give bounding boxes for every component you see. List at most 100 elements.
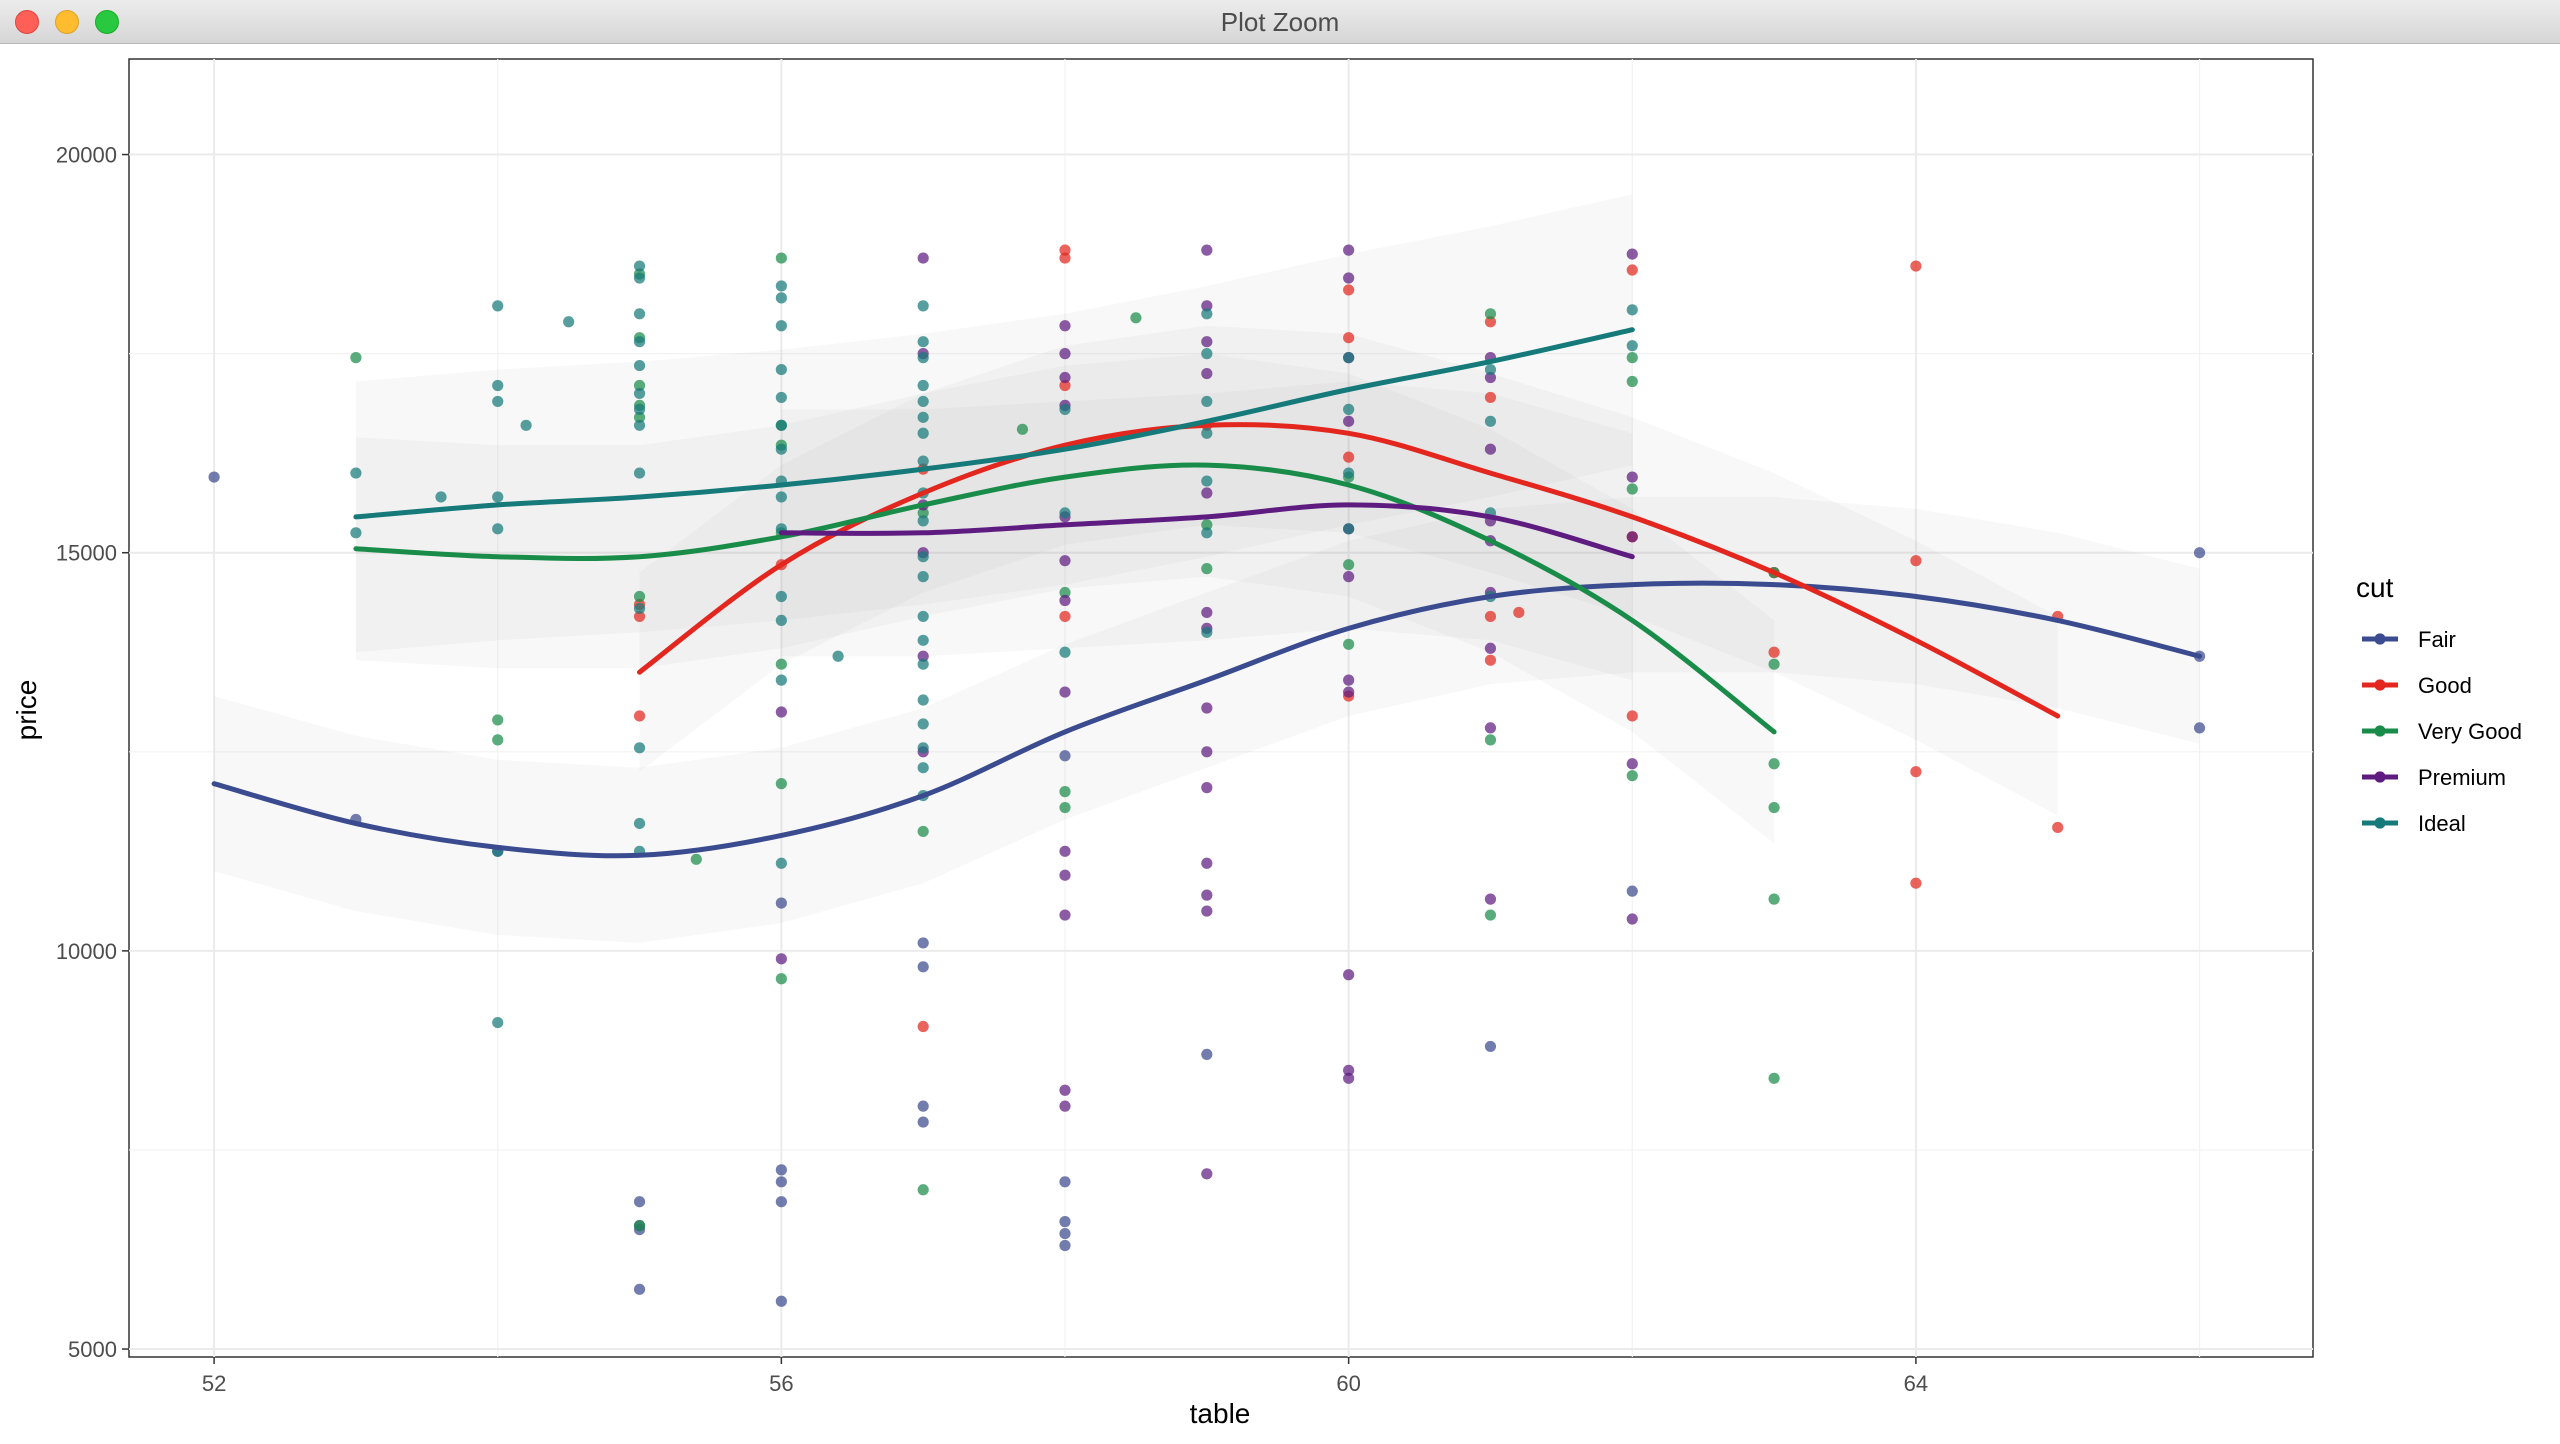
point-premium — [1059, 1100, 1071, 1112]
window-titlebar: Plot Zoom — [0, 0, 2560, 44]
x-tick-label: 52 — [202, 1371, 226, 1396]
point-good — [633, 610, 646, 623]
point-very-good — [1626, 352, 1638, 364]
point-ideal — [917, 762, 929, 774]
point-ideal — [633, 742, 646, 754]
point-ideal — [1201, 427, 1213, 439]
point-ideal — [917, 411, 929, 423]
point-premium — [1626, 248, 1638, 260]
point-ideal — [1059, 646, 1071, 658]
legend: cut Fair Good Very Good Premium Ideal — [2356, 572, 2522, 836]
point-ideal — [435, 491, 447, 503]
legend-item-very-good: Very Good — [2362, 719, 2522, 744]
point-very-good — [1016, 423, 1029, 435]
point-premium — [1201, 905, 1213, 917]
point-good — [1484, 391, 1497, 404]
point-very-good — [917, 1184, 929, 1196]
smooth-line-ideal — [353, 327, 1635, 520]
point-ideal — [775, 320, 787, 332]
close-window-button[interactable] — [15, 10, 39, 34]
point-good — [1768, 646, 1780, 658]
minimize-window-button[interactable] — [55, 10, 79, 34]
point-ideal — [832, 650, 844, 662]
plot-panel — [128, 58, 2314, 1358]
point-very-good — [1059, 786, 1071, 798]
point-ideal — [633, 602, 646, 615]
maximize-window-button[interactable] — [95, 10, 119, 34]
point-very-good — [1484, 734, 1497, 746]
point-fair — [775, 897, 787, 909]
point-premium — [1201, 746, 1213, 758]
point-good — [1343, 332, 1355, 344]
point-premium — [1343, 415, 1355, 427]
point-ideal — [492, 491, 504, 503]
window-title: Plot Zoom — [1220, 7, 1340, 37]
point-fair — [775, 1295, 787, 1307]
point-fair — [917, 937, 929, 949]
point-premium — [1201, 889, 1213, 901]
point-fair — [1484, 1040, 1497, 1053]
point-ideal — [633, 272, 646, 284]
point-premium — [1201, 487, 1213, 499]
point-good — [1626, 264, 1638, 276]
point-very-good — [633, 379, 646, 392]
point-good — [2052, 821, 2064, 834]
y-tick-label: 15000 — [56, 541, 117, 566]
point-ideal — [633, 359, 646, 372]
legend-key-point — [2374, 771, 2386, 783]
point-fair — [1059, 750, 1071, 762]
point-premium — [1343, 674, 1355, 686]
point-very-good — [1484, 308, 1497, 320]
point-very-good — [350, 352, 362, 364]
legend-label: Ideal — [2418, 811, 2466, 836]
legend-label: Fair — [2418, 627, 2456, 652]
point-fair — [633, 1283, 646, 1295]
point-ideal — [520, 419, 532, 431]
point-good — [1910, 260, 1922, 272]
point-premium — [1343, 571, 1355, 583]
point-ideal — [1343, 523, 1355, 535]
point-fair — [1201, 1048, 1213, 1060]
point-very-good — [492, 714, 504, 726]
point-ideal — [775, 280, 787, 292]
point-good — [1484, 316, 1497, 328]
point-ideal — [1343, 403, 1355, 415]
point-ideal — [492, 300, 504, 312]
point-ideal — [492, 395, 504, 408]
point-premium — [1059, 1084, 1071, 1096]
legend-title: cut — [2356, 572, 2394, 603]
point-premium — [1201, 244, 1213, 256]
point-ideal — [917, 427, 929, 439]
legend-label: Premium — [2418, 765, 2506, 790]
point-ideal — [917, 395, 929, 408]
point-premium — [1484, 722, 1497, 734]
point-ideal — [775, 590, 787, 603]
point-fair — [917, 1100, 929, 1112]
point-premium — [1201, 1168, 1213, 1180]
point-good — [633, 710, 646, 722]
legend-key-point — [2374, 725, 2386, 737]
point-premium — [1201, 300, 1213, 312]
point-good — [1513, 606, 1525, 619]
point-very-good — [1059, 586, 1071, 599]
point-very-good — [633, 590, 646, 603]
point-very-good — [917, 825, 929, 838]
smooth-lines — [211, 327, 2202, 859]
point-ideal — [1059, 507, 1071, 519]
point-ideal — [633, 403, 646, 415]
point-ideal — [1201, 475, 1213, 487]
y-tick-label: 20000 — [56, 143, 117, 168]
point-very-good — [1626, 770, 1638, 782]
point-premium — [1059, 371, 1071, 384]
point-ideal — [917, 571, 929, 583]
point-premium — [1059, 845, 1071, 857]
point-ideal — [917, 718, 929, 730]
point-fair — [208, 471, 220, 483]
point-fair — [1059, 1176, 1071, 1188]
point-ideal — [917, 551, 929, 563]
x-tick-label: 64 — [1904, 1371, 1928, 1396]
point-very-good — [1201, 563, 1213, 575]
ribbon-ideal — [355, 194, 1633, 653]
point-ideal — [1343, 467, 1355, 479]
